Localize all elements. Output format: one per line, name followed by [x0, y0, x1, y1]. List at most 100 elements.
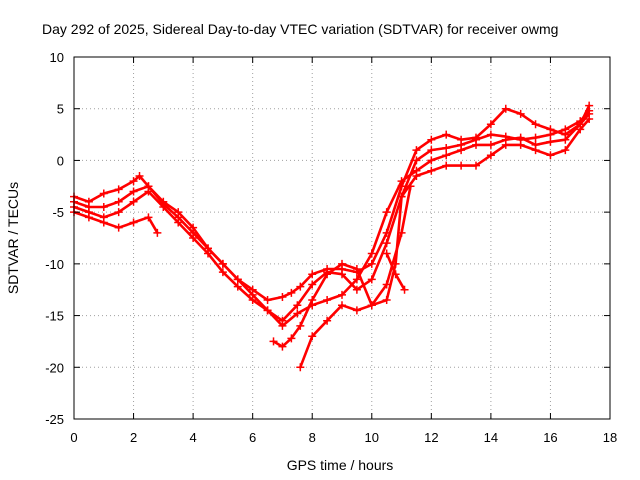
data-point	[397, 228, 406, 237]
data-point	[412, 156, 421, 165]
data-point	[531, 146, 540, 155]
y-axis-label: SDTVAR / TECUs	[5, 182, 21, 294]
x-tick-label: 0	[70, 430, 77, 445]
data-point	[189, 234, 198, 242]
data-point	[114, 223, 123, 232]
data-point	[323, 270, 332, 279]
series-line	[72, 109, 591, 322]
data-point	[442, 130, 451, 139]
y-tick-label: -25	[45, 412, 64, 427]
data-point	[576, 125, 585, 134]
data-point	[382, 280, 391, 289]
series-trace-2	[70, 106, 594, 325]
data-point	[516, 140, 525, 149]
data-point	[427, 146, 436, 155]
data-point	[218, 259, 227, 268]
x-tick-label: 10	[365, 430, 379, 445]
data-point	[129, 218, 138, 227]
y-tick-label: -5	[52, 205, 64, 220]
data-point	[296, 363, 305, 372]
data-point	[382, 296, 391, 305]
data-point	[486, 151, 495, 160]
data-point	[561, 135, 570, 144]
data-point	[397, 177, 406, 186]
data-point	[352, 285, 361, 294]
data-point	[269, 337, 278, 346]
data-point	[114, 197, 123, 206]
data-point	[323, 316, 332, 325]
data-point	[293, 301, 302, 310]
data-point	[308, 270, 317, 279]
x-tick-label: 16	[543, 430, 557, 445]
data-point	[352, 275, 361, 284]
data-point	[114, 208, 123, 217]
series-trace-6	[296, 182, 415, 372]
data-point	[391, 270, 400, 279]
x-tick-label: 4	[189, 430, 196, 445]
y-tick-label: 5	[57, 102, 64, 117]
x-tick-label: 12	[424, 430, 438, 445]
data-point	[278, 292, 287, 301]
data-point	[516, 109, 525, 118]
x-tick-label: 18	[603, 430, 617, 445]
data-point	[457, 146, 466, 155]
x-axis-label: GPS time / hours	[287, 457, 394, 473]
chart-title: Day 292 of 2025, Sidereal Day-to-day VTE…	[42, 21, 558, 37]
data-point	[516, 133, 525, 142]
data-point	[486, 130, 495, 139]
data-point	[233, 275, 242, 284]
data-point	[114, 185, 123, 194]
y-tick-label: -10	[45, 257, 64, 272]
data-point	[218, 268, 227, 277]
data-point	[352, 306, 361, 315]
data-point	[546, 151, 555, 160]
data-point	[561, 125, 570, 134]
data-point	[99, 202, 108, 211]
data-point	[486, 120, 495, 129]
series-line	[72, 210, 159, 235]
y-tick-label: -15	[45, 309, 64, 324]
data-point	[457, 161, 466, 170]
data-point	[338, 270, 346, 279]
data-point	[472, 161, 480, 170]
data-point	[382, 249, 391, 258]
x-tick-label: 8	[309, 430, 316, 445]
data-point	[293, 309, 302, 318]
data-point	[129, 187, 138, 196]
series-trace-7	[382, 249, 409, 294]
data-point	[308, 280, 317, 289]
x-tick-labels: 0 2 4 6 8 10 12 14 16 18	[70, 430, 617, 445]
data-point	[352, 265, 361, 274]
series-trace-5	[269, 115, 594, 351]
data-point	[546, 137, 555, 146]
data-point	[99, 189, 108, 198]
data-point	[296, 321, 305, 330]
data-point	[382, 239, 391, 248]
data-point	[561, 146, 570, 155]
data-point	[367, 301, 376, 310]
data-point	[278, 342, 287, 351]
data-point	[263, 306, 272, 315]
y-tick-label: 10	[50, 50, 64, 65]
data-point	[204, 249, 212, 258]
data-point	[248, 296, 257, 305]
data-point	[308, 332, 317, 341]
y-tick-label: -20	[45, 360, 64, 375]
data-point	[129, 177, 138, 186]
data-point	[233, 282, 242, 291]
y-tick-labels: 10 5 0 -5 -10 -15 -20 -25	[45, 50, 64, 427]
data-point	[412, 171, 421, 180]
data-point	[338, 301, 346, 310]
data-point	[144, 213, 153, 222]
data-point	[263, 296, 272, 305]
data-point	[287, 288, 296, 297]
data-point	[412, 146, 421, 155]
data-point	[367, 249, 376, 258]
data-point	[308, 296, 317, 305]
data-point	[278, 321, 287, 330]
data-point	[442, 144, 451, 153]
data-point	[382, 208, 391, 217]
data-point	[367, 259, 376, 268]
data-point	[159, 202, 168, 211]
